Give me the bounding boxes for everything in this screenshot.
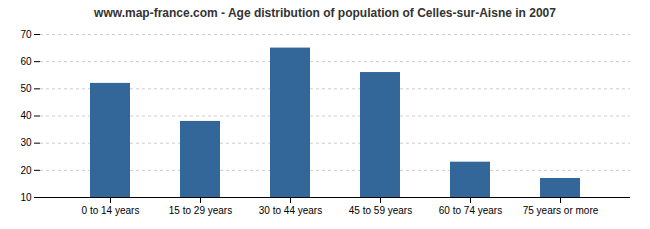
svg-text:50: 50 xyxy=(20,83,32,94)
svg-text:15 to 29 years: 15 to 29 years xyxy=(169,205,232,216)
svg-text:30: 30 xyxy=(20,137,32,148)
svg-text:30 to 44 years: 30 to 44 years xyxy=(259,205,322,216)
svg-text:0 to 14 years: 0 to 14 years xyxy=(82,205,140,216)
svg-text:20: 20 xyxy=(20,165,32,176)
svg-text:70: 70 xyxy=(20,29,32,40)
svg-text:75 years or more: 75 years or more xyxy=(523,205,599,216)
svg-text:10: 10 xyxy=(20,192,32,203)
svg-text:45 to 59 years: 45 to 59 years xyxy=(349,205,412,216)
svg-text:60: 60 xyxy=(20,56,32,67)
svg-text:60 to 74 years: 60 to 74 years xyxy=(439,205,502,216)
svg-text:40: 40 xyxy=(20,110,32,121)
html-text:www.map-france.com - Age distr: www.map-france.com - Age distribution of… xyxy=(94,6,556,20)
